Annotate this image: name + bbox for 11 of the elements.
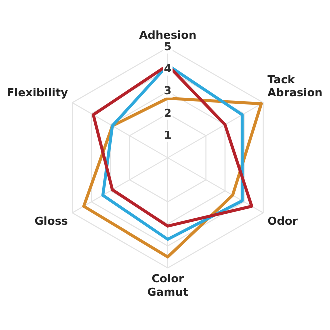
spoke-label: Odor <box>268 215 299 228</box>
spoke-label: Flexibility <box>6 86 68 100</box>
y-tick-label: 3 <box>164 84 172 98</box>
spoke-label: Tack Abrasion <box>268 73 323 100</box>
spoke-label: Color Gamut <box>147 272 189 299</box>
spoke-label: Adhesion <box>139 29 197 42</box>
y-tick-label: 2 <box>164 106 172 120</box>
y-tick-label: 1 <box>164 128 172 142</box>
y-tick-label: 5 <box>164 40 172 54</box>
y-tick-label: 4 <box>164 62 172 76</box>
spoke-label: Gloss <box>34 215 69 228</box>
